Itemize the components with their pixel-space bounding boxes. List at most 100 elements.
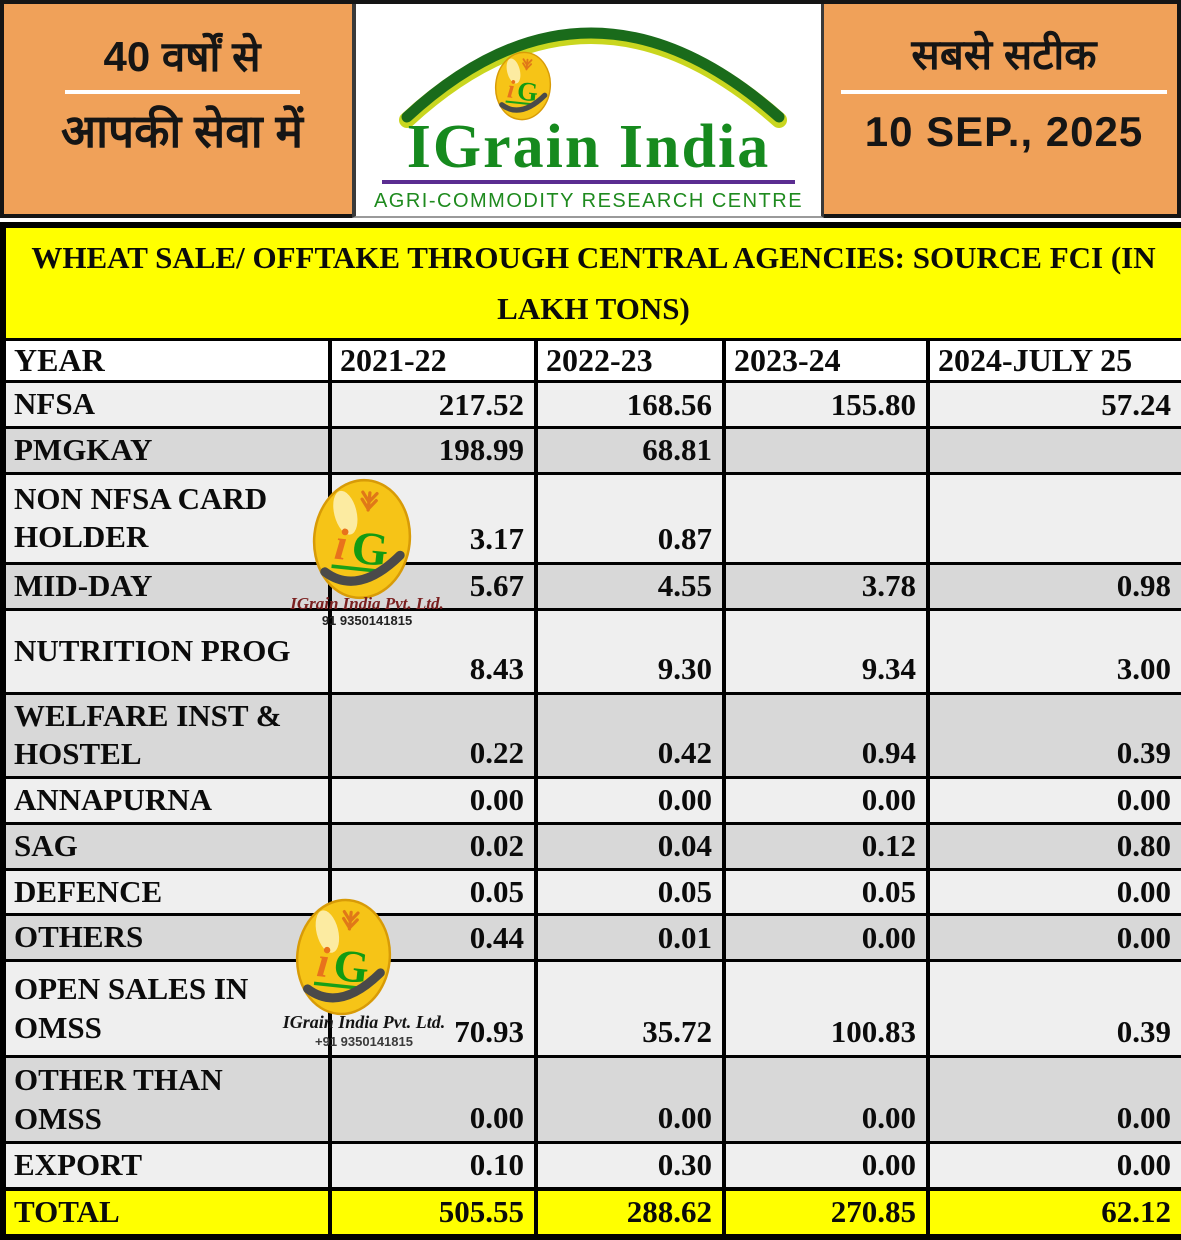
cell-value: 0.00	[926, 867, 1181, 917]
total-label: TOTAL	[1, 1186, 332, 1239]
cell-value: 0.00	[328, 1055, 538, 1145]
row-label: ANNAPURNA	[1, 776, 332, 825]
cell-value: 0.01	[534, 913, 726, 963]
cell-value: 0.42	[534, 691, 726, 780]
cell-value: 0.02	[328, 821, 538, 871]
table-row: PMGKAY 198.99 68.81	[1, 426, 1181, 475]
logo-subtitle: AGRI-COMMODITY RESEARCH CENTRE	[373, 190, 804, 212]
logo-wordmark: IGrain India	[406, 113, 771, 181]
cell-value: 35.72	[534, 959, 726, 1059]
logo-purple-rule	[382, 180, 795, 184]
cell-value: 0.00	[722, 1141, 930, 1191]
cell-value: 0.98	[926, 561, 1181, 611]
cell-value: 0.39	[926, 959, 1181, 1059]
cell-value: 0.00	[926, 1141, 1181, 1191]
cell-value	[722, 471, 930, 565]
cell-value: 0.10	[328, 1141, 538, 1191]
cell-value: 0.00	[534, 1055, 726, 1145]
column-header: 2022-23	[534, 338, 726, 384]
cell-value	[926, 426, 1181, 475]
tagline-line1: 40 वर्षों से	[103, 33, 261, 80]
cell-value: 0.39	[926, 691, 1181, 780]
table-row: OTHERS 0.44 0.01 0.00 0.00	[1, 913, 1181, 963]
cell-value: 0.05	[328, 867, 538, 917]
cell-value: 0.00	[534, 776, 726, 825]
slogan-underline	[841, 90, 1167, 95]
cell-value: 0.87	[534, 471, 726, 565]
row-label: NON NFSA CARD HOLDER	[1, 471, 332, 565]
row-label: OTHER THAN OMSS	[1, 1055, 332, 1145]
cell-value: 0.00	[926, 1055, 1181, 1145]
row-label: DEFENCE	[1, 867, 332, 917]
row-label: SAG	[1, 821, 332, 871]
cell-value: 0.05	[722, 867, 930, 917]
cell-value: 3.78	[722, 561, 930, 611]
total-value: 505.55	[328, 1186, 538, 1239]
column-header: YEAR	[1, 338, 332, 384]
tagline-underline	[64, 90, 300, 95]
table-row: MID-DAY 5.67 4.55 3.78 0.98	[1, 561, 1181, 611]
cell-value: 8.43	[328, 607, 538, 695]
row-label: EXPORT	[1, 1141, 332, 1191]
cell-value: 217.52	[328, 380, 538, 430]
wheat-offtake-table: WHEAT SALE/ OFFTAKE THROUGH CENTRAL AGEN…	[0, 222, 1181, 1240]
cell-value	[722, 426, 930, 475]
cell-value: 0.00	[722, 1055, 930, 1145]
cell-value: 70.93	[328, 959, 538, 1059]
report-date: 10 SEP., 2025	[864, 108, 1144, 156]
cell-value: 0.00	[328, 776, 538, 825]
total-value: 62.12	[926, 1186, 1181, 1239]
cell-value: 155.80	[722, 380, 930, 430]
slogan-text: सबसे सटीक	[911, 31, 1097, 78]
cell-value: 198.99	[328, 426, 538, 475]
table-row: SAG 0.02 0.04 0.12 0.80	[1, 821, 1181, 871]
total-value: 288.62	[534, 1186, 726, 1239]
cell-value: 0.22	[328, 691, 538, 780]
cell-value: 9.30	[534, 607, 726, 695]
cell-value: 3.00	[926, 607, 1181, 695]
column-header: 2023-24	[722, 338, 930, 384]
row-label: NUTRITION PROG	[1, 607, 332, 695]
cell-value: 0.00	[926, 913, 1181, 963]
cell-value: 168.56	[534, 380, 726, 430]
cell-value: 3.17	[328, 471, 538, 565]
row-label: MID-DAY	[1, 561, 332, 611]
cell-value: 9.34	[722, 607, 930, 695]
row-label: OPEN SALES IN OMSS	[1, 959, 332, 1059]
table-row: NON NFSA CARD HOLDER 3.17 0.87	[1, 471, 1181, 565]
table-title: WHEAT SALE/ OFFTAKE THROUGH CENTRAL AGEN…	[1, 223, 1181, 342]
table-row: OTHER THAN OMSS 0.00 0.00 0.00 0.00	[1, 1055, 1181, 1145]
cell-value	[926, 471, 1181, 565]
cell-value: 0.00	[926, 776, 1181, 825]
table-header-row: YEAR 2021-22 2022-23 2023-24 2024-JULY 2…	[1, 338, 1181, 384]
header-right-block: सबसे सटीक 10 SEP., 2025	[837, 31, 1171, 156]
cell-value: 5.67	[328, 561, 538, 611]
column-header: 2024-JULY 25	[926, 338, 1181, 384]
row-label: NFSA	[1, 380, 332, 430]
cell-value: 0.04	[534, 821, 726, 871]
cell-value: 0.44	[328, 913, 538, 963]
cell-value: 100.83	[722, 959, 930, 1059]
table-row: EXPORT 0.10 0.30 0.00 0.00	[1, 1141, 1181, 1191]
row-label: PMGKAY	[1, 426, 332, 475]
cell-value: 0.05	[534, 867, 726, 917]
total-value: 270.85	[722, 1186, 930, 1239]
cell-value: 4.55	[534, 561, 726, 611]
cell-value: 68.81	[534, 426, 726, 475]
header-left-tagline: 40 वर्षों से आपकी सेवा में	[52, 33, 312, 158]
table-row: OPEN SALES IN OMSS 70.93 35.72 100.83 0.…	[1, 959, 1181, 1059]
cell-value: 0.12	[722, 821, 930, 871]
table-row: ANNAPURNA 0.00 0.00 0.00 0.00	[1, 776, 1181, 825]
logo-box: IGrain India AGRI-COMMODITY RESEARCH CEN…	[352, 4, 824, 218]
table-row: NUTRITION PROG 8.43 9.30 9.34 3.00	[1, 607, 1181, 695]
cell-value: 0.94	[722, 691, 930, 780]
tagline-line2: आपकी सेवा में	[60, 105, 304, 158]
arch-icon	[399, 27, 787, 128]
cell-value: 0.30	[534, 1141, 726, 1191]
cell-value: 0.80	[926, 821, 1181, 871]
table-row: DEFENCE 0.05 0.05 0.05 0.00	[1, 867, 1181, 917]
row-label: OTHERS	[1, 913, 332, 963]
row-label: WELFARE INST & HOSTEL	[1, 691, 332, 780]
cell-value: 57.24	[926, 380, 1181, 430]
column-header: 2021-22	[328, 338, 538, 384]
